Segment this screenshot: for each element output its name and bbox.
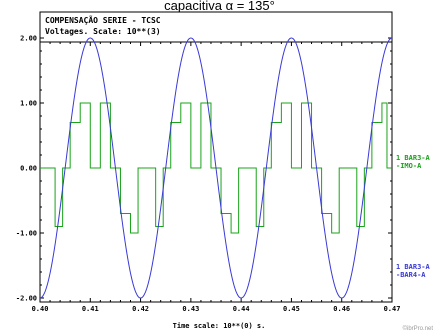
x-tick-label: 0.44 [233,305,250,313]
legend: 1 BAR3-A-IMO-A1 BAR3-A-BAR4-A [396,154,431,279]
axes: 0.40 0.41 0.42 0.43 0.44 0.45 0.46 0.47 2.00 1.00… [16,35,401,314]
figure-caption: capacitiva α = 135° [164,0,275,13]
title-box: COMPENSAÇÃO SERIE - TCSC Voltages. Scale… [45,15,161,36]
series-line-bar3-imo [40,102,392,234]
x-tick-label: 0.45 [283,305,300,313]
watermark: ©ibrPro.net [403,325,434,332]
y-tick-label: 2.00 [20,35,37,43]
x-axis-label: Time scale: 10**(0) s. [173,322,266,330]
legend-entry-line: 1 BAR3-A [396,263,431,271]
plot-frame [39,11,393,303]
x-tick-label: 0.43 [182,305,199,313]
x-tick-label: 0.42 [132,305,149,313]
legend-entry-line: 1 BAR3-A [396,154,431,162]
legend-entry-line: -IMO-A [396,162,422,170]
plot-border [39,11,393,303]
x-tick-label: 0.47 [384,305,401,313]
series-line-bar3-bar4 [39,37,393,299]
legend-entry-line: -BAR4-A [396,271,426,279]
chart-title: COMPENSAÇÃO SERIE - TCSC [45,15,161,25]
y-tick-label: -2.00 [16,295,37,303]
y-tick-label: 1.00 [20,100,37,108]
x-tick-label: 0.41 [82,305,99,313]
y-tick-label: 0.00 [20,165,37,173]
chart-subtitle: Voltages. Scale: 10**(3) [45,27,161,36]
x-tick-label: 0.40 [32,305,49,313]
y-tick-label: -1.00 [16,230,37,238]
x-tick-label: 0.46 [333,305,350,313]
series-layer [39,37,393,299]
